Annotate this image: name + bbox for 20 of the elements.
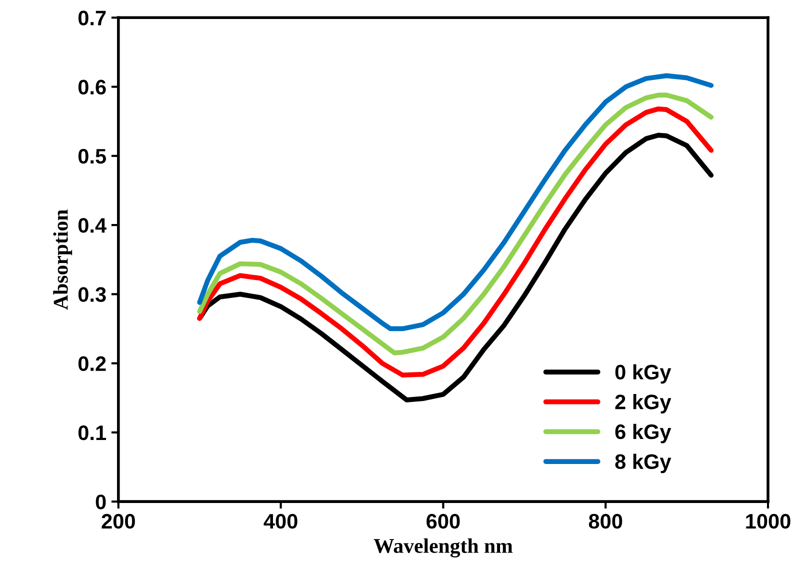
line-series	[197, 73, 714, 332]
y-tick-label: 0.6	[78, 80, 106, 95]
legend-label: 2 kGy	[615, 394, 672, 414]
y-tick-label: 0	[96, 494, 106, 510]
legend-label: 6 kGy	[615, 424, 672, 444]
x-tick-label: 400	[264, 514, 298, 529]
y-axis-title: Absorption	[53, 210, 72, 310]
y-tick-label: 0.3	[78, 287, 106, 302]
y-tick-label: 0.2	[78, 356, 106, 372]
y-tick-label: 0.7	[78, 10, 106, 26]
x-tick-label: 200	[102, 514, 135, 529]
y-tick-label: 0.1	[78, 425, 106, 440]
y-tick-label: 0.4	[78, 218, 106, 233]
x-axis-title: Wavelength nm	[374, 538, 513, 558]
legend-label: 8 kGy	[615, 454, 672, 474]
legend-label: 0 kGy	[615, 364, 672, 384]
x-tick-label: 600	[426, 514, 460, 529]
x-tick-label: 800	[588, 514, 622, 529]
x-tick-label: 1000	[746, 514, 790, 529]
y-tick-label: 0.5	[78, 148, 106, 164]
